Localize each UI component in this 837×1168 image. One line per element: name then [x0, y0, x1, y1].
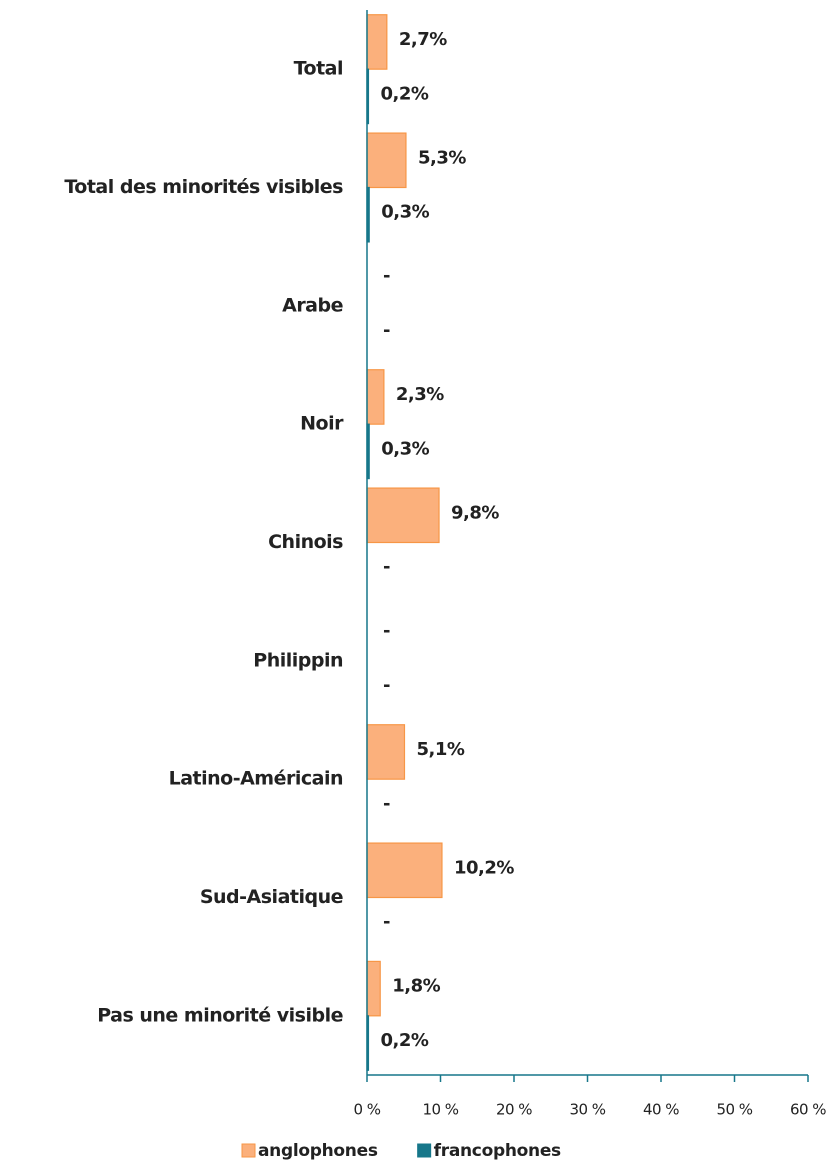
category-label: Latino-Américain [169, 768, 343, 790]
legend-swatch [417, 1143, 432, 1158]
x-tick-label: 20 % [496, 1101, 532, 1119]
x-tick-label: 40 % [643, 1101, 679, 1119]
category-label: Total [294, 58, 343, 80]
category-label: Noir [300, 413, 344, 435]
value-label: 1,8% [392, 976, 440, 997]
legend-label: anglophones [258, 1141, 378, 1161]
bar [366, 960, 381, 1017]
category-label: Total des minorités visibles [64, 176, 343, 198]
value-label: 10,2% [454, 857, 514, 878]
bar [366, 132, 407, 189]
category-label: Philippin [253, 649, 343, 671]
value-label: 0,2% [380, 1030, 428, 1051]
bar [366, 14, 388, 70]
x-tick-label: 60 % [790, 1101, 826, 1119]
category-label: Chinois [268, 531, 343, 553]
bar [366, 487, 440, 544]
category-label: Pas une minorité visible [97, 1004, 343, 1026]
x-tick-label: 50 % [716, 1101, 752, 1119]
bar [366, 724, 406, 780]
value-label: - [383, 675, 390, 696]
category-label: Sud-Asiatique [200, 886, 343, 908]
bar [366, 842, 443, 899]
legend-label: francophones [434, 1141, 561, 1161]
x-tick-label: 30 % [569, 1101, 605, 1119]
legend-swatch [241, 1143, 256, 1158]
value-label: 5,3% [418, 147, 466, 168]
category-label: Arabe [282, 294, 343, 316]
value-label: - [383, 912, 390, 933]
value-label: - [383, 557, 390, 578]
x-tick-label: 10 % [422, 1101, 458, 1119]
value-label: 2,7% [399, 29, 447, 50]
value-label: 0,3% [381, 202, 429, 223]
x-tick-label: 0 % [353, 1101, 380, 1119]
value-label: - [383, 266, 390, 287]
value-label: 5,1% [416, 739, 464, 760]
value-label: 2,3% [396, 384, 444, 405]
value-label: - [383, 320, 390, 341]
value-label: - [383, 793, 390, 814]
value-label: 9,8% [451, 502, 499, 523]
bar [366, 369, 385, 425]
value-label: 0,3% [381, 438, 429, 459]
value-label: 0,2% [380, 83, 428, 104]
value-label: - [383, 621, 390, 642]
